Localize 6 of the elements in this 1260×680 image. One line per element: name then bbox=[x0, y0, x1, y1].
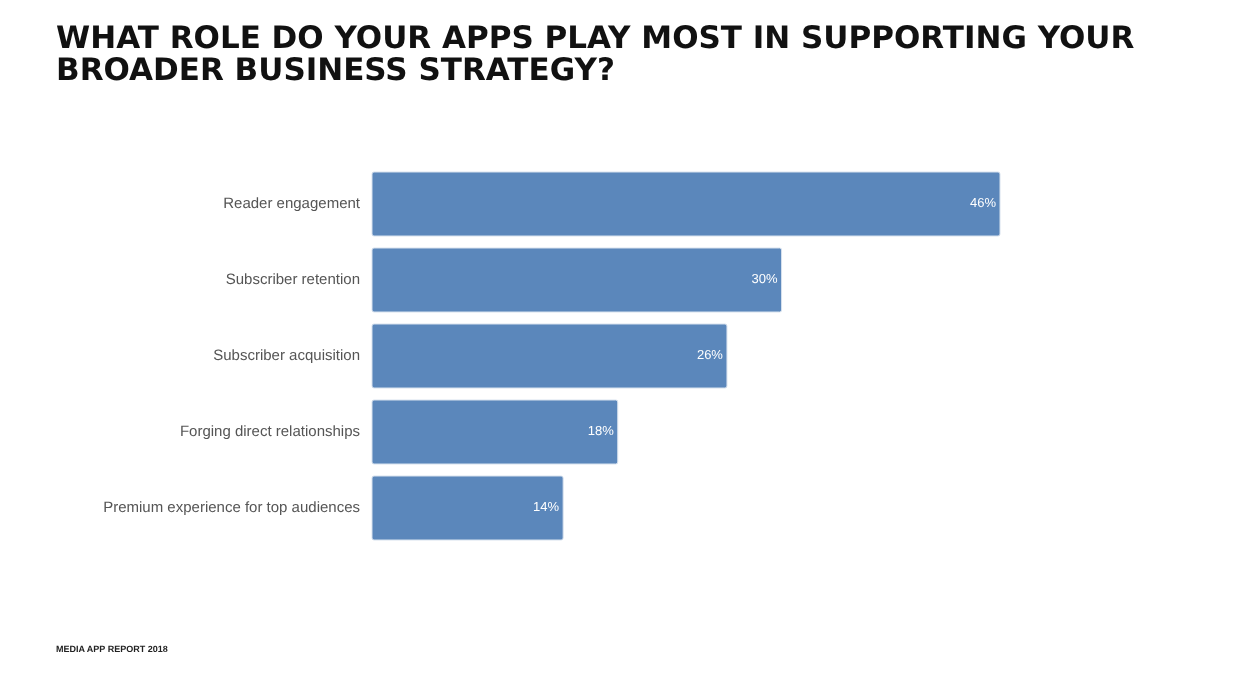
bar bbox=[371, 399, 619, 465]
chart-title: WHAT ROLE DO YOUR APPS PLAY MOST IN SUPPORTING YOUR BROADER BUSINESS STRATEGY? bbox=[56, 20, 1135, 88]
bar bbox=[371, 323, 728, 389]
bar bbox=[371, 475, 564, 541]
bar bbox=[371, 247, 783, 313]
bar bbox=[371, 171, 1001, 237]
